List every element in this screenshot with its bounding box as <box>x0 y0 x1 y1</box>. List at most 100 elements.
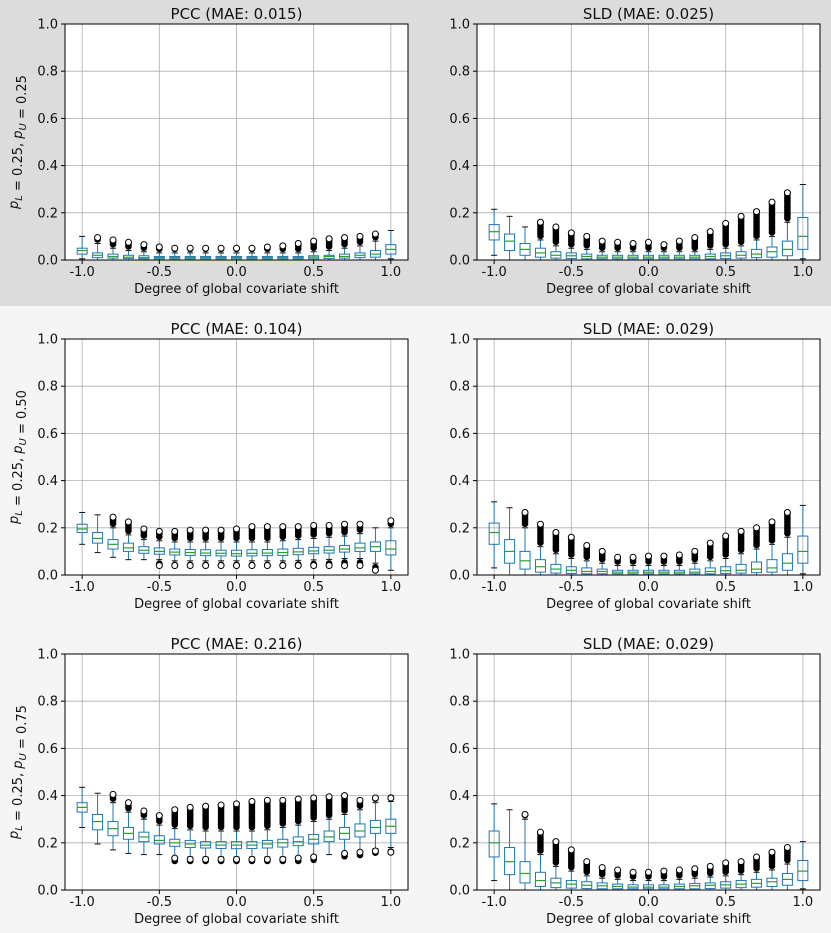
y-tick-label: 1.0 <box>37 333 58 348</box>
outlier-point <box>753 524 761 532</box>
box-5 <box>138 241 150 261</box>
x-axis-label: Degree of global covariate shift <box>546 597 751 612</box>
outlier-point <box>753 541 760 549</box>
box-19 <box>354 232 366 261</box>
box-15 <box>292 795 304 865</box>
outlier-point <box>660 552 668 560</box>
y-tick-label: 1.0 <box>449 18 470 33</box>
outlier-point <box>248 798 256 805</box>
outlier-point <box>341 562 349 570</box>
outlier-point <box>583 232 591 240</box>
subplot-3: 0.0 0.2 0.4 0.6 0.8 1.0 -1.0 -0.5 0.0 0.5 1.0 PCC (… <box>7 320 409 612</box>
box-10 <box>215 526 227 570</box>
outlier-point <box>294 562 302 570</box>
outlier-point <box>722 551 729 558</box>
box-21 <box>385 794 397 856</box>
y-tick-label: 0.4 <box>37 159 58 174</box>
outlier-point <box>722 240 729 248</box>
outlier-point <box>598 870 606 878</box>
box-6 <box>153 812 165 856</box>
x-tick-label: -0.5 <box>147 580 172 595</box>
y-tick-label: 0.8 <box>37 695 58 710</box>
box-21 <box>385 517 397 571</box>
outlier-point <box>109 236 117 244</box>
box-3 <box>107 513 119 558</box>
outlier-point <box>109 790 117 798</box>
y-tick-label: 0.0 <box>37 254 58 269</box>
outlier-point <box>387 794 395 802</box>
outlier-point <box>155 812 163 820</box>
outlier-point <box>186 562 194 570</box>
outlier-point <box>737 858 745 866</box>
outlier-point <box>171 821 179 828</box>
outlier-point <box>552 529 560 537</box>
box-5 <box>550 529 562 576</box>
box-9 <box>612 238 624 261</box>
outlier-point <box>706 869 714 877</box>
outlier-point <box>706 539 714 547</box>
y-tick-label: 0.6 <box>37 742 58 757</box>
box-iqr <box>385 540 397 556</box>
y-tick-label: 0.6 <box>449 742 470 757</box>
box-iqr <box>504 233 516 252</box>
row-label-text: pL = 0.25, pU = 0.75 <box>7 705 30 840</box>
outlier-point <box>294 523 302 531</box>
outlier-point <box>737 212 745 220</box>
label-part: = 0.50 <box>15 390 30 438</box>
box-8 <box>596 864 608 891</box>
outlier-point <box>676 558 683 565</box>
box-14 <box>689 547 701 576</box>
outlier-point <box>356 562 364 570</box>
outlier-point <box>784 856 791 864</box>
box-iqr <box>751 561 763 574</box>
box-6 <box>565 533 577 576</box>
x-tick-label: 1.0 <box>381 580 402 595</box>
box-11 <box>231 525 242 570</box>
y-tick-label: 0.8 <box>449 380 470 395</box>
y-tick-label: 0.4 <box>449 474 470 489</box>
outlier-point <box>768 518 776 526</box>
outlier-point <box>217 855 225 863</box>
y-tick-label: 0.8 <box>37 65 58 80</box>
outlier-point <box>552 859 560 866</box>
outlier-point <box>537 539 544 546</box>
outlier-point <box>140 532 148 539</box>
outlier-point <box>536 828 544 836</box>
y-tick-label: 0.8 <box>449 695 470 710</box>
x-tick-label: 1.0 <box>793 895 814 910</box>
subplot-title: PCC (MAE: 0.216) <box>171 635 303 653</box>
outlier-point <box>356 232 364 240</box>
y-tick-label: 1.0 <box>37 18 58 33</box>
box-iqr <box>766 559 778 573</box>
outlier-point <box>737 527 745 535</box>
x-tick-label: -0.5 <box>559 265 584 280</box>
label-part: p <box>11 760 26 769</box>
outlier-point <box>784 529 791 537</box>
outlier-point <box>217 244 225 252</box>
subplot-4: 0.0 0.2 0.4 0.6 0.8 1.0 -1.0 -0.5 0.0 0.5 1.0 SLD (… <box>449 320 821 612</box>
outlier-point <box>186 526 194 534</box>
box-9 <box>200 526 212 570</box>
x-tick-label: 0.0 <box>226 895 247 910</box>
outlier-point <box>202 534 209 542</box>
outlier-point <box>94 234 102 242</box>
x-tick-label: 0.5 <box>715 265 736 280</box>
outlier-point <box>248 244 256 252</box>
x-tick-label: 0.0 <box>638 895 659 910</box>
box-14 <box>689 234 701 261</box>
row-label: pL = 0.25, pU = 0.25 <box>7 75 30 210</box>
outlier-point <box>325 521 333 529</box>
outlier-point <box>768 198 776 206</box>
outlier-point <box>140 241 148 249</box>
outlier-point <box>263 523 271 531</box>
box-3 <box>519 810 531 891</box>
box-14 <box>277 796 289 865</box>
row-label: pL = 0.25, pU = 0.75 <box>7 705 30 840</box>
outlier-point <box>217 526 225 534</box>
y-tick-label: 0.2 <box>37 206 58 221</box>
y-tick-label: 0.8 <box>37 380 58 395</box>
box-8 <box>596 547 608 576</box>
subscript: L <box>14 195 25 201</box>
y-tick-label: 0.4 <box>449 789 470 804</box>
x-tick-label: -0.5 <box>147 265 172 280</box>
